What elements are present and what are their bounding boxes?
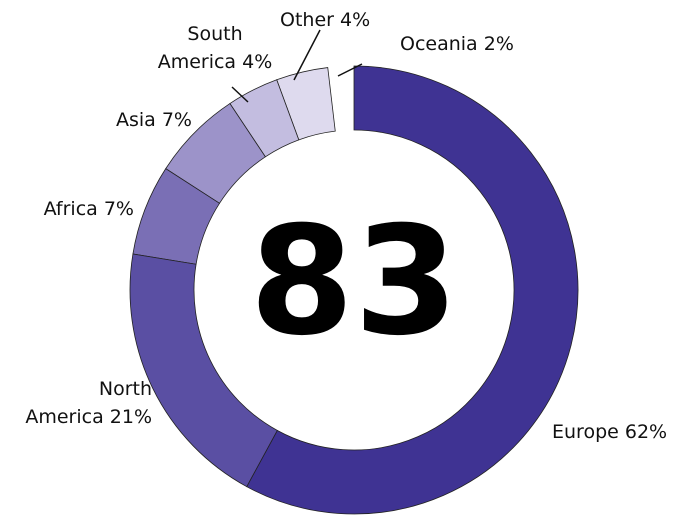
segment-label: North America 21% — [2, 375, 152, 431]
value-label: 62% — [624, 421, 668, 443]
category-label: Europe — [552, 421, 619, 443]
value-label: 7% — [161, 109, 192, 131]
category-label: North America — [25, 378, 152, 428]
value-label: 21% — [109, 406, 152, 428]
category-label: Asia — [115, 109, 156, 131]
category-label: Africa — [43, 198, 98, 220]
donut-segment — [229, 79, 300, 158]
value-label: 7% — [103, 198, 134, 220]
segment-label: Europe 62% — [552, 418, 687, 446]
segment-label: Other 4% — [280, 6, 420, 34]
value-label: 4% — [242, 51, 273, 73]
donut-segment — [165, 102, 266, 204]
segment-label: Asia 7% — [40, 106, 192, 134]
value-label: 2% — [483, 33, 514, 55]
donut-segment — [327, 66, 354, 132]
category-label: South America — [157, 23, 243, 73]
donut-segment — [132, 168, 221, 265]
value-label: 4% — [340, 9, 371, 31]
donut-segment — [276, 67, 336, 141]
leader-line — [231, 86, 249, 103]
donut-segment — [246, 65, 579, 515]
segment-label: South America 4% — [140, 20, 290, 76]
category-label: Other — [280, 9, 334, 31]
donut-segment — [129, 253, 278, 488]
category-label: Oceania — [400, 33, 478, 55]
center-label: 83 — [250, 195, 459, 369]
leader-line — [337, 63, 363, 77]
leader-line — [293, 29, 321, 81]
segment-label: Africa 7% — [0, 195, 134, 223]
segment-label: Oceania 2% — [400, 30, 550, 58]
